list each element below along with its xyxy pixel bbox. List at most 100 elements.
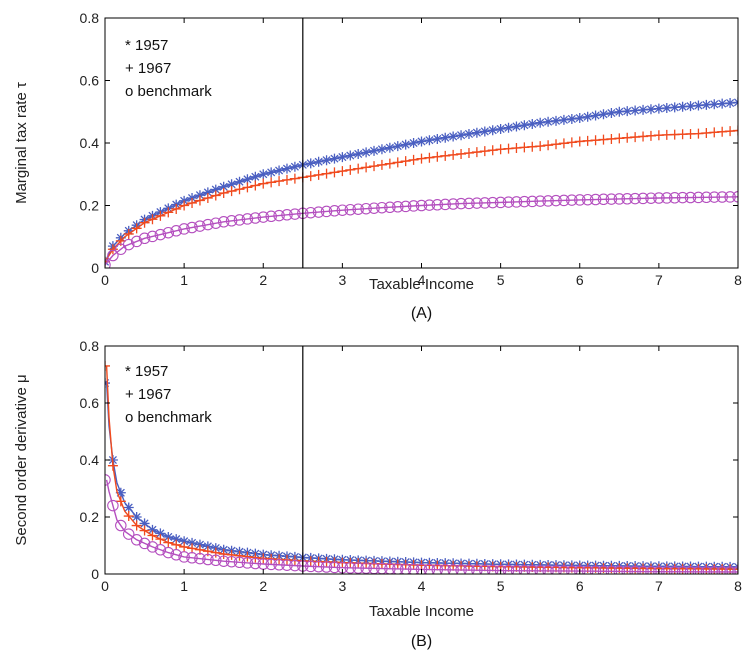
marker-point xyxy=(344,203,357,216)
marker-point xyxy=(234,184,245,195)
marker-point xyxy=(171,203,182,214)
marker-point xyxy=(115,496,126,507)
marker-point xyxy=(574,194,586,206)
marker-point xyxy=(535,141,546,152)
chart-panel-b: 0 1 2 3 4 5 6 7 8 0 0.2 0.4 0.6 0.8 Taxable Income Seco… xyxy=(13,338,742,650)
marker-point xyxy=(424,135,435,146)
marker-point xyxy=(194,190,205,201)
marker-point xyxy=(630,105,641,116)
marker-point xyxy=(257,211,270,223)
series-1957 xyxy=(105,97,738,267)
marker-point xyxy=(479,146,490,157)
marker-point xyxy=(566,137,577,148)
marker-point xyxy=(274,165,285,176)
marker-point xyxy=(725,98,736,108)
marker-point xyxy=(622,106,633,117)
marker-point xyxy=(115,487,126,498)
marker-point xyxy=(123,511,134,522)
marker-point xyxy=(684,191,697,204)
marker-point xyxy=(210,190,221,201)
marker-point xyxy=(312,206,325,218)
marker-point xyxy=(258,178,269,189)
marker-point xyxy=(210,554,222,567)
x-tick-label: 3 xyxy=(338,578,346,594)
marker-point xyxy=(415,563,428,574)
marker-point xyxy=(304,560,317,573)
y-axis-label: Marginal tax rate τ xyxy=(13,82,30,204)
marker-point xyxy=(352,562,364,574)
marker-point xyxy=(589,565,602,574)
marker-point xyxy=(471,197,483,209)
marker-point xyxy=(661,192,673,204)
marker-point xyxy=(384,142,395,153)
series-line-1967 xyxy=(105,365,738,570)
marker-point xyxy=(115,519,127,532)
marker-point xyxy=(455,564,467,574)
marker-point xyxy=(369,145,380,156)
marker-point xyxy=(337,166,348,177)
marker-point xyxy=(518,565,531,574)
marker-point xyxy=(645,192,657,204)
marker-point xyxy=(416,153,427,164)
marker-point xyxy=(637,192,649,205)
marker-point xyxy=(423,563,436,574)
marker-point xyxy=(345,164,356,175)
x-tick-label: 0 xyxy=(101,578,109,594)
x-tick-label: 6 xyxy=(576,578,584,594)
marker-point xyxy=(685,101,696,112)
marker-point xyxy=(155,528,166,539)
marker-point xyxy=(241,213,254,225)
marker-point xyxy=(621,565,633,574)
marker-point xyxy=(107,499,119,512)
marker-point xyxy=(361,162,372,173)
marker-point xyxy=(202,218,214,231)
marker-point xyxy=(289,559,301,572)
marker-point xyxy=(147,530,158,541)
marker-point xyxy=(494,196,507,209)
marker-point xyxy=(194,539,205,550)
marker-point xyxy=(226,179,237,190)
marker-point xyxy=(558,194,570,207)
marker-point xyxy=(400,139,411,150)
marker-point xyxy=(131,520,142,531)
marker-point xyxy=(289,208,301,220)
marker-point xyxy=(692,191,705,204)
marker-point xyxy=(542,565,554,574)
x-tick-label: 7 xyxy=(655,578,663,594)
marker-point xyxy=(447,564,459,574)
marker-point xyxy=(598,109,609,120)
marker-point xyxy=(574,113,585,123)
marker-point xyxy=(486,564,499,574)
marker-point xyxy=(163,537,174,548)
y-tick-label: 0.2 xyxy=(80,509,100,525)
marker-point xyxy=(217,555,230,567)
marker-point xyxy=(210,184,221,195)
marker-point xyxy=(661,103,672,113)
marker-point xyxy=(187,537,198,548)
marker-point xyxy=(606,108,617,118)
x-tick-label: 4 xyxy=(418,578,426,594)
panel-label: (A) xyxy=(411,305,432,322)
marker-point xyxy=(344,562,357,574)
marker-point xyxy=(392,201,404,213)
x-tick-label: 0 xyxy=(101,272,109,288)
marker-point xyxy=(162,226,175,239)
marker-point xyxy=(163,207,174,218)
x-tick-label: 8 xyxy=(734,578,742,594)
legend-entry: * 1957 xyxy=(125,363,168,380)
marker-point xyxy=(550,565,562,574)
marker-point xyxy=(716,191,728,203)
marker-point xyxy=(234,176,245,187)
x-axis-label: Taxable Income xyxy=(369,276,474,293)
marker-point xyxy=(138,537,151,550)
x-tick-label: 5 xyxy=(497,272,505,288)
series-1967 xyxy=(105,125,738,267)
marker-point xyxy=(384,158,395,169)
marker-point xyxy=(305,171,316,182)
marker-point xyxy=(107,244,118,255)
marker-point xyxy=(431,199,444,211)
marker-point xyxy=(700,191,713,204)
marker-point xyxy=(676,191,689,204)
marker-point xyxy=(155,210,166,221)
marker-point xyxy=(724,566,736,574)
